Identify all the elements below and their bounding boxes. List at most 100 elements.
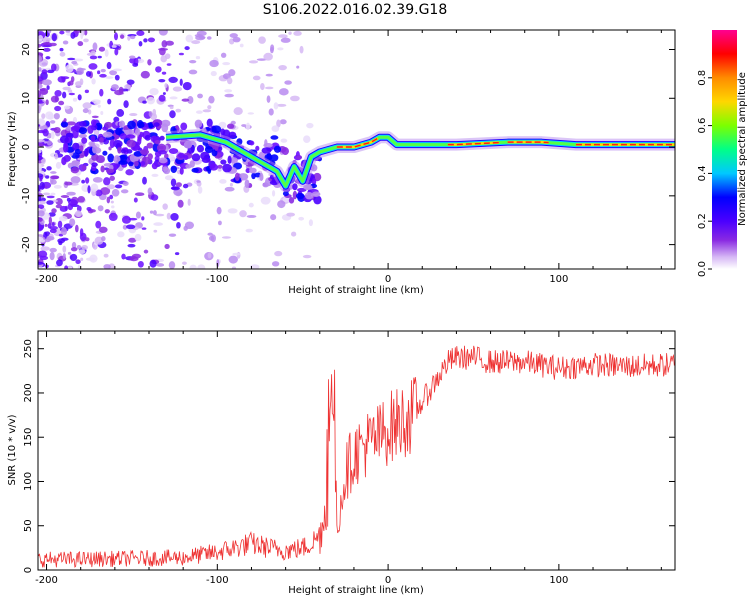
noise-blob — [184, 46, 190, 51]
noise-blob — [49, 251, 55, 261]
noise-blob — [239, 43, 244, 48]
band-blob — [288, 197, 295, 204]
noise-blob — [184, 221, 195, 230]
noise-blob — [67, 251, 72, 255]
noise-blob — [103, 264, 111, 269]
noise-blob — [47, 113, 55, 120]
noise-blob — [74, 224, 79, 233]
noise-blob — [55, 204, 63, 209]
noise-blob — [108, 146, 112, 151]
noise-blob — [276, 103, 287, 107]
band-blob — [311, 191, 321, 197]
noise-blob — [141, 216, 145, 221]
band-blob — [270, 135, 279, 140]
noise-blob — [122, 224, 128, 230]
x-tick-label: 100 — [549, 274, 568, 285]
noise-blob — [114, 184, 123, 189]
noise-blob — [231, 266, 237, 269]
noise-blob — [95, 189, 103, 197]
noise-blob — [177, 199, 184, 208]
noise-blob — [126, 79, 135, 85]
noise-blob — [187, 95, 194, 104]
band-blob — [227, 123, 235, 129]
band-blob — [227, 155, 232, 164]
noise-blob — [189, 59, 197, 64]
noise-blob — [38, 156, 44, 160]
noise-blob — [123, 100, 129, 108]
band-blob — [60, 121, 69, 128]
noise-blob — [58, 215, 68, 222]
noise-blob — [130, 35, 136, 40]
noise-blob — [290, 95, 300, 102]
noise-blob — [197, 264, 206, 269]
noise-blob — [46, 195, 55, 199]
noise-blob — [227, 208, 238, 214]
noise-blob — [97, 55, 102, 59]
noise-blob — [142, 100, 147, 104]
noise-blob — [75, 81, 83, 87]
noise-blob — [277, 200, 286, 209]
noise-blob — [220, 52, 227, 58]
noise-blob — [222, 62, 231, 66]
band-blob — [156, 143, 167, 153]
noise-blob — [280, 37, 291, 43]
band-blob — [185, 164, 192, 169]
band-blob — [128, 161, 134, 167]
noise-blob — [278, 88, 289, 96]
spectrogram-ylabel: Frequency (Hz) — [7, 111, 18, 187]
band-blob — [113, 155, 121, 164]
colorbar: 0.0 0.2 0.4 0.6 0.8 Normalized spectral ampl… — [697, 30, 748, 277]
noise-blob — [308, 219, 313, 227]
noise-blob — [121, 215, 131, 224]
noise-blob — [258, 36, 266, 44]
band-blob — [191, 153, 201, 162]
noise-blob — [77, 265, 81, 269]
noise-blob — [47, 30, 52, 34]
band-blob — [90, 135, 96, 142]
noise-blob — [152, 210, 157, 216]
noise-blob — [134, 192, 145, 197]
noise-blob — [158, 94, 166, 102]
noise-blob — [109, 70, 118, 76]
band-blob — [151, 162, 158, 170]
noise-blob — [84, 30, 88, 36]
noise-blob — [77, 94, 82, 101]
x-tick-label: -200 — [35, 274, 58, 285]
noise-blob — [88, 63, 98, 70]
noise-blob — [169, 96, 178, 100]
noise-blob — [271, 190, 276, 197]
noise-blob — [57, 76, 66, 83]
noise-blob — [161, 71, 167, 75]
noise-blob — [91, 78, 96, 85]
band-blob — [70, 166, 80, 174]
noise-blob — [54, 105, 62, 112]
band-blob — [139, 161, 146, 167]
band-blob — [154, 140, 161, 145]
noise-blob — [131, 253, 142, 259]
noise-blob — [132, 62, 139, 67]
noise-blob — [140, 70, 150, 79]
band-blob — [118, 160, 128, 165]
noise-blob — [137, 260, 144, 268]
noise-blob — [93, 101, 101, 105]
noise-blob — [47, 69, 55, 74]
noise-blob — [51, 222, 55, 227]
noise-blob — [233, 107, 243, 116]
band-blob — [61, 156, 67, 166]
noise-blob — [53, 112, 60, 120]
noise-blob — [108, 212, 118, 222]
noise-blob — [58, 233, 64, 237]
noise-blob — [38, 67, 42, 72]
band-blob — [63, 142, 69, 148]
noise-blob — [245, 228, 253, 233]
noise-blob — [159, 47, 166, 56]
noise-blob — [232, 252, 241, 256]
noise-blob — [210, 70, 217, 77]
noise-blob — [182, 81, 192, 91]
noise-blob — [278, 65, 287, 71]
band-blob — [292, 190, 298, 200]
noise-blob — [151, 173, 159, 178]
band-blob — [118, 120, 126, 128]
noise-blob — [49, 225, 59, 230]
noise-blob — [42, 42, 52, 46]
